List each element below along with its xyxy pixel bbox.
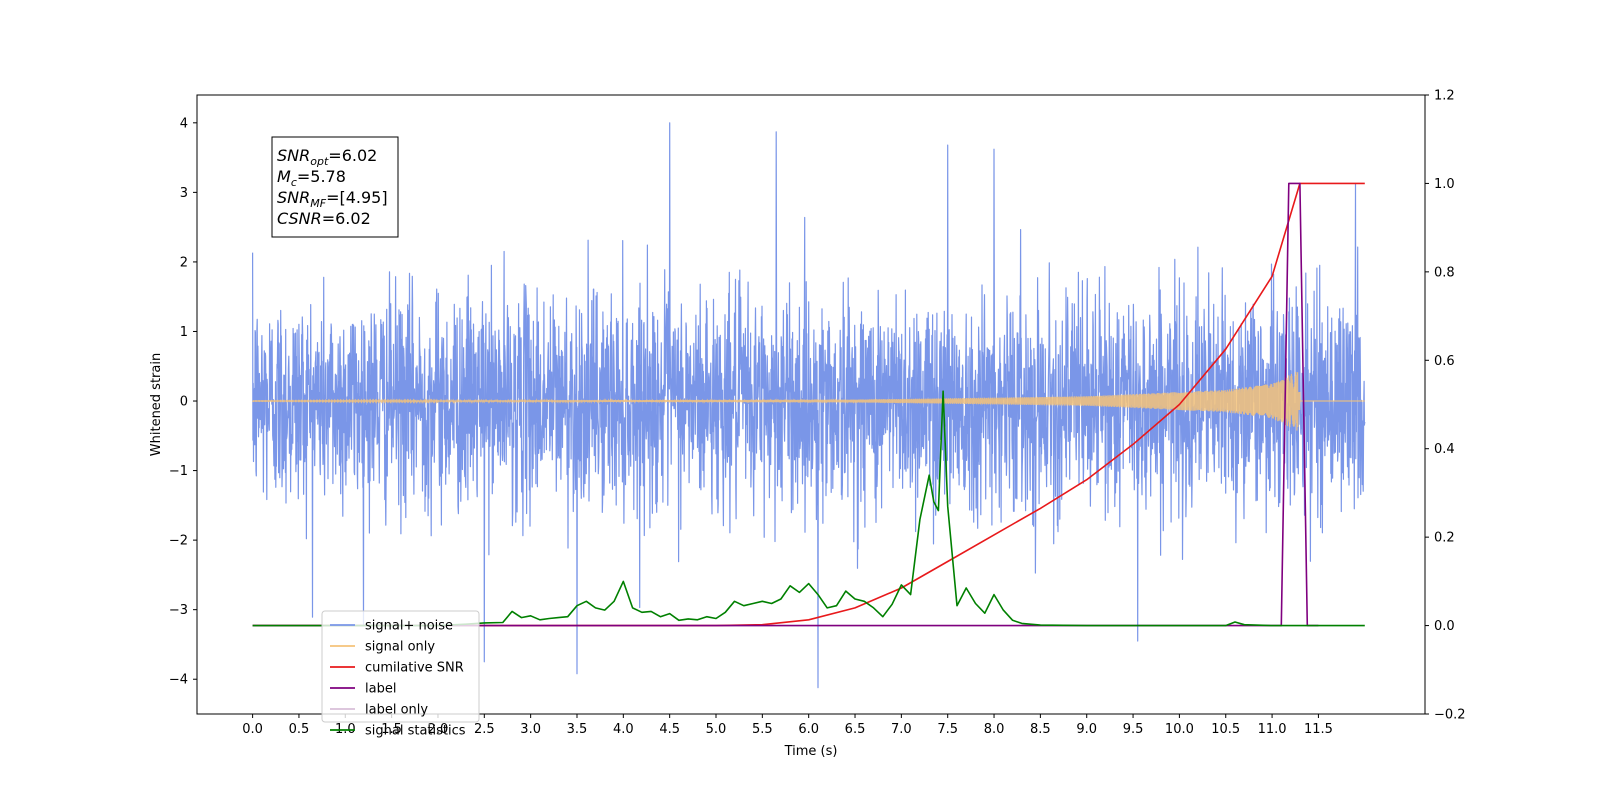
legend-entry-label: label only <box>365 703 428 718</box>
legend-entry-label: signal+ noise <box>365 619 453 634</box>
y-right-tick-label: −0.2 <box>1434 708 1466 723</box>
x-tick-label: 3.0 <box>520 722 541 737</box>
x-tick-label: 7.5 <box>937 722 958 737</box>
plot-area <box>252 122 1366 689</box>
x-tick-label: 4.0 <box>613 722 634 737</box>
x-tick-label: 5.0 <box>706 722 727 737</box>
x-tick-label: 11.5 <box>1304 722 1333 737</box>
y-tick-label: −4 <box>169 673 188 688</box>
y-right-tick-label: 0.4 <box>1434 442 1455 457</box>
legend: signal+ noise signal only cumilative SNR la… <box>321 610 480 739</box>
y-tick-label: 3 <box>180 186 188 201</box>
annotation-box-frame <box>271 136 399 238</box>
y-right-tick-label: 0.6 <box>1434 354 1455 369</box>
x-tick-label: 9.0 <box>1076 722 1097 737</box>
x-tick-label: 7.0 <box>891 722 912 737</box>
y-tick-label: −2 <box>169 534 188 549</box>
x-axis-title: Time (s) <box>784 744 838 759</box>
plot-frame <box>196 94 1426 715</box>
annotation-line: SNRopt=6.02 <box>277 146 377 168</box>
annotation-line: Mc=5.78 <box>277 167 346 189</box>
series-signal-noise-line <box>252 122 1366 689</box>
legend-entry-label: signal statistics <box>365 724 466 739</box>
x-tick-label: 6.5 <box>845 722 866 737</box>
legend-entry-label: cumilative SNR <box>365 661 464 676</box>
x-tick-label: 6.0 <box>798 722 819 737</box>
y-axis-title: Whitened strain <box>149 353 164 456</box>
x-tick-label: 4.5 <box>659 722 680 737</box>
x-tick-label: 2.5 <box>474 722 495 737</box>
y-tick-label: −3 <box>169 603 188 618</box>
series-signal-statistics-line <box>252 390 1365 627</box>
x-tick-label: 10.5 <box>1211 722 1240 737</box>
y-tick-label: 1 <box>180 325 188 340</box>
x-tick-label: 8.5 <box>1030 722 1051 737</box>
y-axis-right: −0.2 0.0 0.2 0.4 0.6 0.8 1.0 1.2 <box>1425 89 1466 723</box>
y-tick-label: 0 <box>180 395 188 410</box>
x-tick-label: 3.5 <box>567 722 588 737</box>
annotation-line: CSNR=6.02 <box>277 209 371 228</box>
y-tick-label: 4 <box>180 116 188 131</box>
x-tick-label: 0.5 <box>289 722 310 737</box>
x-tick-label: 10.0 <box>1165 722 1194 737</box>
x-tick-label: 1.5 <box>381 722 402 737</box>
y-right-tick-label: 0.8 <box>1434 265 1455 280</box>
x-tick-label: 8.0 <box>984 722 1005 737</box>
y-right-tick-label: 1.2 <box>1434 89 1455 104</box>
y-tick-label: 2 <box>180 255 188 270</box>
legend-entry-label: label <box>365 682 396 697</box>
y-right-tick-label: 0.0 <box>1434 619 1455 634</box>
x-axis: 0.0 0.5 1.0 1.5 2.0 2.5 3.0 3.5 4.0 4.5 5.0 5.5 6.0 6… <box>242 714 1333 737</box>
x-tick-label: 9.5 <box>1123 722 1144 737</box>
x-tick-label: 11.0 <box>1258 722 1287 737</box>
legend-entry-label: signal only <box>365 640 435 655</box>
x-tick-label: 2.0 <box>428 722 449 737</box>
y-axis-left: −4 −3 −2 −1 0 1 2 3 4 <box>169 116 197 688</box>
x-tick-label: 0.0 <box>242 722 263 737</box>
legend-frame <box>321 610 480 723</box>
x-tick-label: 5.5 <box>752 722 773 737</box>
y-right-tick-label: 0.2 <box>1434 531 1455 546</box>
y-right-tick-label: 1.0 <box>1434 177 1455 192</box>
annotation-line: SNRMF=[4.95] <box>277 188 388 210</box>
y-tick-label: −1 <box>169 464 188 479</box>
